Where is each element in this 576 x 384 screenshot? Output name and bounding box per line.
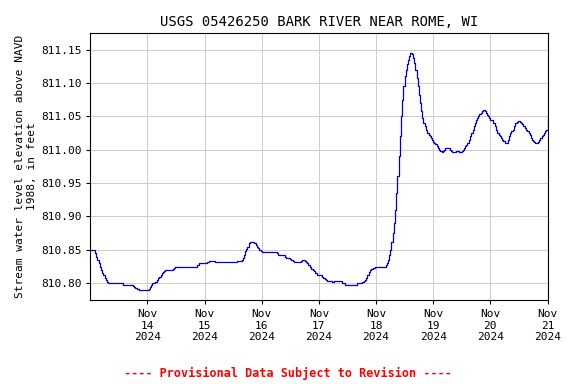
- Y-axis label: Stream water level elevation above NAVD
1988, in feet: Stream water level elevation above NAVD …: [15, 35, 37, 298]
- Title: USGS 05426250 BARK RIVER NEAR ROME, WI: USGS 05426250 BARK RIVER NEAR ROME, WI: [160, 15, 478, 29]
- Text: ---- Provisional Data Subject to Revision ----: ---- Provisional Data Subject to Revisio…: [124, 367, 452, 380]
